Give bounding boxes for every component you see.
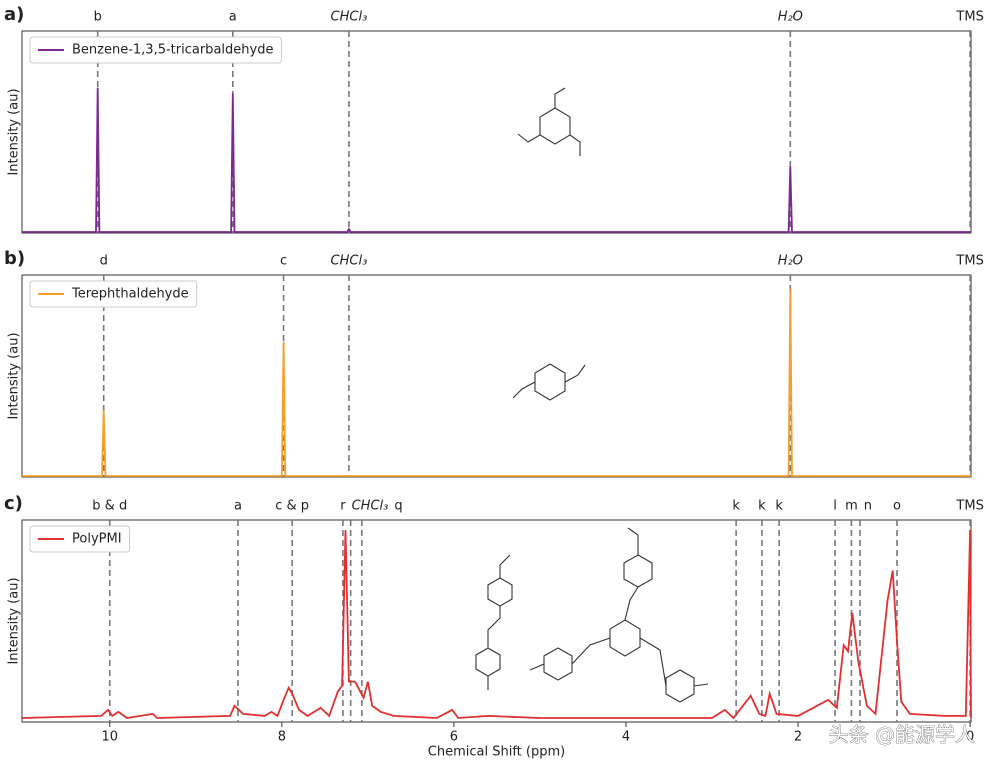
peak-label: l — [833, 499, 837, 514]
peak-label: m — [845, 499, 858, 514]
plot-frame — [21, 274, 972, 478]
y-axis-label: Intensity (au) — [7, 577, 22, 664]
legend-box — [29, 525, 131, 553]
spectrum-line — [22, 289, 971, 477]
legend-label: Terephthaldehyde — [71, 287, 189, 302]
legend-box — [29, 36, 282, 64]
legend-label: PolyPMI — [72, 532, 122, 547]
peak-label: TMS — [955, 254, 983, 269]
peak-label: TMS — [955, 499, 983, 514]
spectrum-line — [21, 530, 972, 720]
panel-label: c) — [4, 493, 23, 514]
peak-label: c & p — [275, 499, 309, 514]
peak-label: CHCl₃ — [331, 10, 368, 25]
x-tick-label: 6 — [450, 730, 458, 745]
peak-label: c — [280, 254, 287, 269]
x-tick-label: 0 — [966, 730, 974, 745]
x-tick-label: 8 — [278, 730, 286, 745]
peak-label: H₂O — [778, 254, 803, 269]
peak-label: CHCl₃ — [352, 499, 389, 514]
watermark: 头条 @能源学人 — [829, 723, 975, 747]
panel-label: a) — [4, 4, 24, 25]
peak-label: a — [229, 10, 237, 25]
peak-label: k — [775, 499, 783, 514]
peak-label: H₂O — [778, 10, 803, 25]
y-axis-label: Intensity (au) — [7, 332, 22, 419]
plot-frame — [21, 30, 972, 234]
peak-label: r — [340, 499, 346, 514]
peak-label: b & d — [92, 499, 127, 514]
peak-label: b — [94, 10, 102, 25]
y-axis-label: Intensity (au) — [7, 88, 22, 175]
panel-label: b) — [4, 248, 25, 269]
x-tick-label: 4 — [622, 730, 630, 745]
peak-label: TMS — [955, 10, 983, 25]
peak-label: k — [732, 499, 740, 514]
spectrum-line — [22, 87, 971, 233]
legend-label: Benzene-1,3,5-tricarbaldehyde — [72, 43, 273, 58]
x-tick-label: 2 — [794, 730, 802, 745]
peak-label: CHCl₃ — [331, 254, 368, 269]
legend-box — [29, 280, 198, 308]
peak-label: a — [234, 499, 242, 514]
peak-label: n — [864, 499, 872, 514]
peak-label: d — [100, 254, 108, 269]
molecule-structure — [475, 87, 709, 703]
peak-label: k — [758, 499, 766, 514]
peak-label: q — [394, 499, 402, 514]
x-tick-label: 10 — [101, 730, 118, 745]
peak-label: o — [893, 499, 901, 514]
x-axis-label: Chemical Shift (ppm) — [428, 745, 565, 760]
